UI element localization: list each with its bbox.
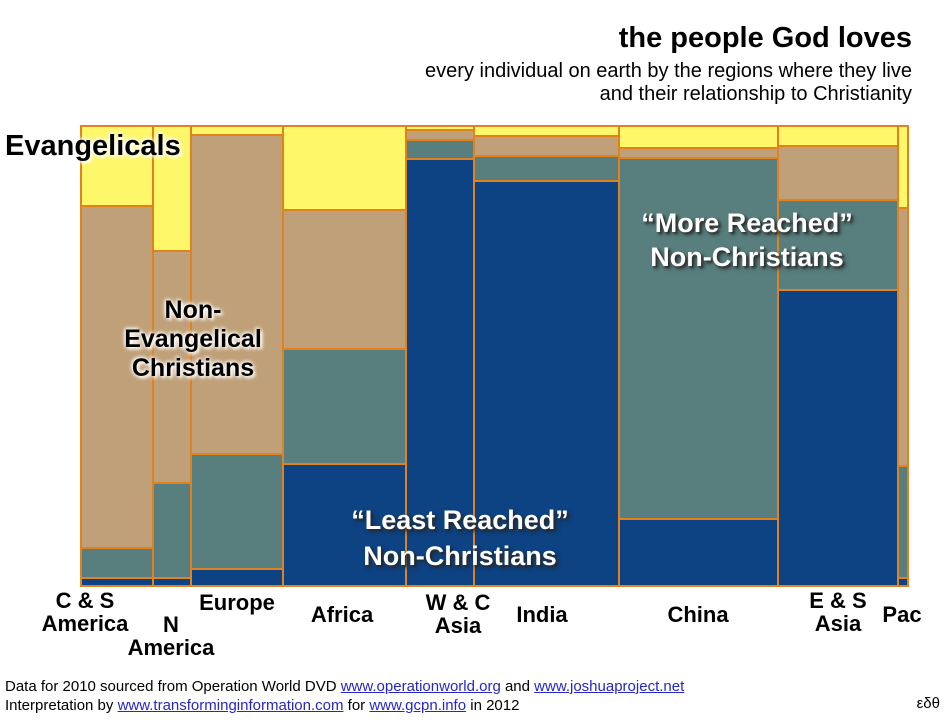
segment-pac-non_evangelical_christians (897, 207, 908, 466)
signature-glyphs: εδθ (916, 695, 940, 712)
segment-china-non_evangelical_christians (618, 148, 778, 159)
footer-text: Data for 2010 sourced from Operation Wor… (5, 678, 341, 695)
footer-text: Interpretation by (5, 697, 118, 714)
footer-line-1: Data for 2010 sourced from Operation Wor… (5, 677, 684, 696)
segment-csamerica-least_reached (81, 577, 154, 586)
non-evangelical-line-3: Christians (131, 354, 255, 382)
segment-africa-more_reached (283, 349, 406, 465)
axis-label-line: Asia (434, 613, 482, 638)
column-china (618, 126, 778, 586)
evangelicals-annotation-text: Evangelicals (5, 130, 181, 162)
axis-label-line: India (516, 602, 568, 627)
non-evangelical-annotation: Non- Evangelical Christians (124, 296, 262, 383)
column-europe (191, 126, 284, 586)
segment-africa-least_reached (283, 464, 406, 586)
column-india (473, 126, 619, 586)
least-reached-annotation: “Least Reached” Non-Christians (351, 502, 569, 574)
segment-pac-evangelicals (897, 126, 908, 208)
page-subtitle: every individual on earth by the regions… (425, 60, 912, 106)
axis-label-line: America (41, 611, 129, 636)
segment-china-least_reached (618, 519, 778, 586)
axis-label-line: E & S (809, 588, 867, 613)
segment-pac-more_reached (897, 465, 908, 579)
segment-india-non_evangelical_christians (473, 136, 619, 156)
non-evangelical-line-1: Non- (164, 296, 222, 324)
column-pac (897, 126, 908, 586)
column-esasia (777, 126, 898, 586)
axis-label-africa: Africa (311, 603, 373, 626)
footer-text: and (500, 678, 535, 695)
gcpn-link[interactable]: www.gcpn.info (369, 697, 467, 714)
segment-namerica-evangelicals (153, 126, 192, 252)
non-evangelical-line-2: Evangelical (124, 325, 262, 353)
segment-namerica-more_reached (153, 482, 192, 579)
axis-label-line: Europe (199, 590, 275, 615)
axis-label-line: Pac (882, 602, 922, 627)
segment-esasia-least_reached (777, 289, 898, 586)
transforminginformation-link[interactable]: www.transforminginformation.com (117, 697, 344, 714)
axis-label-line: N (163, 612, 179, 637)
axis-label-wcasia: W & C Asia (426, 591, 491, 637)
axis-label-esasia: E & S Asia (809, 589, 866, 635)
segment-india-evangelicals (473, 126, 619, 137)
axis-label-india: India (516, 603, 567, 626)
axis-label-line: Asia (814, 611, 862, 636)
footer: Data for 2010 sourced from Operation Wor… (5, 677, 684, 715)
subtitle-line-2: and their relationship to Christianity (599, 83, 912, 105)
column-csamerica (81, 126, 154, 586)
column-africa (283, 126, 406, 586)
axis-label-europe: Europe (199, 591, 275, 614)
segment-csamerica-non_evangelical_christians (81, 206, 154, 548)
more-reached-annotation: “More Reached” Non-Christians (641, 206, 853, 274)
segment-esasia-evangelicals (777, 126, 898, 146)
segment-china-more_reached (618, 158, 778, 520)
axis-label-namerica: N America (128, 613, 215, 659)
axis-label-line: C & S (55, 588, 115, 613)
segment-europe-evangelicals (191, 126, 284, 136)
more-reached-line-2: Non-Christians (650, 242, 844, 272)
segment-africa-non_evangelical_christians (283, 210, 406, 350)
segment-china-evangelicals (618, 126, 778, 149)
joshuaproject-link[interactable]: www.joshuaproject.net (534, 678, 685, 695)
segment-europe-least_reached (191, 568, 284, 586)
segment-africa-evangelicals (283, 126, 406, 211)
segment-csamerica-evangelicals (81, 126, 154, 207)
evangelicals-annotation: Evangelicals (5, 130, 181, 163)
footer-text: in 2012 (466, 697, 520, 714)
least-reached-line-2: Non-Christians (363, 541, 557, 571)
segment-esasia-more_reached (777, 199, 898, 290)
axis-label-china: China (667, 603, 728, 626)
segment-india-least_reached (473, 180, 619, 586)
segment-csamerica-more_reached (81, 547, 154, 578)
axis-label-line: China (667, 602, 729, 627)
axis-label-pac: Pac (882, 603, 921, 626)
axis-label-line: Africa (310, 602, 374, 627)
title-block: the people God loves every individual on… (425, 22, 912, 106)
operationworld-link[interactable]: www.operationworld.org (340, 678, 501, 695)
page-title: the people God loves (618, 22, 912, 54)
axis-label-line: America (127, 635, 215, 660)
subtitle-line-1: every individual on earth by the regions… (425, 60, 912, 82)
segment-wcasia-evangelicals (405, 126, 474, 131)
segment-india-more_reached (473, 155, 619, 181)
axis-label-csamerica: C & S America (42, 589, 129, 635)
column-wcasia (405, 126, 474, 586)
footer-line-2: Interpretation by www.transforminginform… (5, 696, 684, 715)
segment-europe-more_reached (191, 453, 284, 569)
mosaic-chart (80, 125, 909, 587)
axis-label-line: W & C (425, 590, 491, 615)
segment-europe-non_evangelical_christians (191, 135, 284, 454)
segment-esasia-non_evangelical_christians (777, 145, 898, 200)
segment-pac-least_reached (897, 578, 908, 586)
segment-wcasia-more_reached (405, 140, 474, 160)
segment-namerica-non_evangelical_christians (153, 251, 192, 483)
footer-text: for (343, 697, 370, 714)
more-reached-line-1: “More Reached” (641, 208, 853, 238)
column-namerica (153, 126, 192, 586)
segment-wcasia-least_reached (405, 159, 474, 586)
segment-wcasia-non_evangelical_christians (405, 130, 474, 141)
least-reached-line-1: “Least Reached” (351, 505, 569, 535)
segment-namerica-least_reached (153, 578, 192, 586)
